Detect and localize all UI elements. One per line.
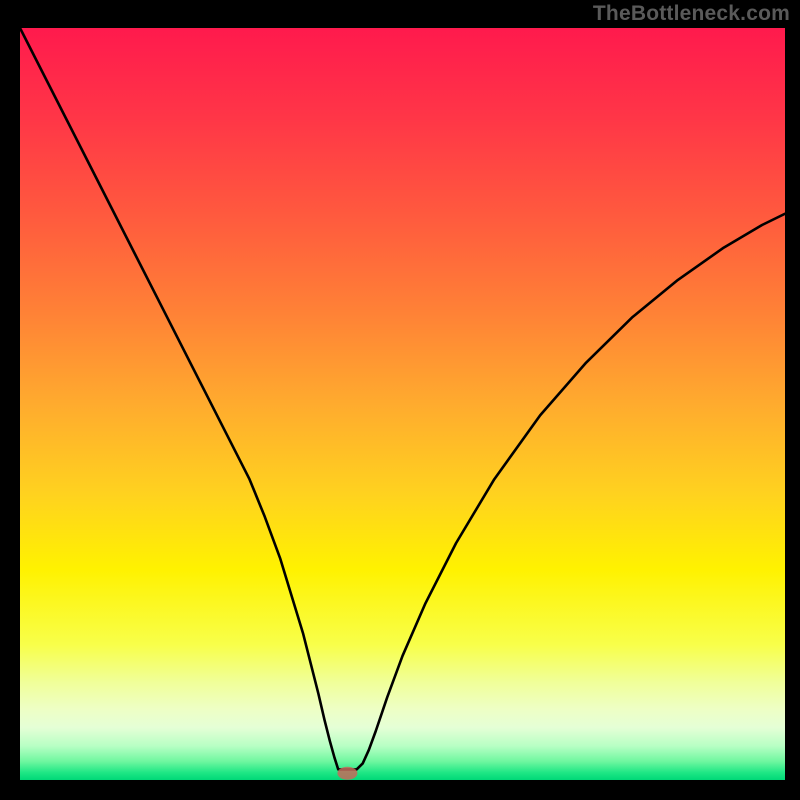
optimal-point-marker bbox=[337, 767, 357, 780]
bottleneck-chart bbox=[0, 0, 800, 800]
watermark-text: TheBottleneck.com bbox=[593, 2, 790, 26]
plot-background-gradient bbox=[20, 28, 785, 780]
